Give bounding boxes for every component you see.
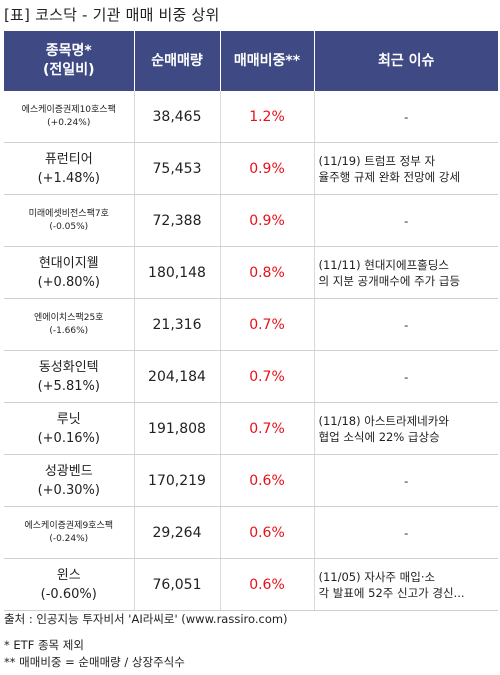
stock-change: (+0.30%) bbox=[37, 482, 100, 498]
stock-change: (+1.48%) bbox=[37, 170, 100, 186]
recent-issue-line1: (11/11) 현대지에프홀딩스 bbox=[318, 257, 449, 272]
trade-ratio: 0.6% bbox=[220, 454, 315, 507]
recent-issue-line1: - bbox=[404, 473, 409, 488]
table-row: 루닛 (+0.16%) 191,808 0.7% (11/18) 아스트라제네카와 협업 … bbox=[4, 402, 498, 455]
table-title: [표] 코스닥 - 기관 매매 비중 상위 bbox=[4, 6, 220, 24]
recent-issue: - bbox=[314, 506, 498, 559]
stock-name[interactable]: 미래에셋비전스팩7호 bbox=[28, 208, 109, 219]
source-note: 출처 : 인공지능 투자비서 'AI라씨로' (www.rassiro.com) bbox=[4, 612, 288, 626]
stock-change: (-0.60%) bbox=[40, 586, 97, 602]
net-volume: 76,051 bbox=[134, 558, 221, 611]
stock-name[interactable]: 엔에이치스팩25호 bbox=[34, 312, 104, 323]
stock-cell: 성광벤드 (+0.30%) bbox=[4, 454, 135, 507]
stock-name[interactable]: 에스케이증권제9호스팩 bbox=[24, 520, 114, 531]
stock-change: (-0.24%) bbox=[49, 533, 89, 544]
recent-issue: - bbox=[314, 298, 498, 351]
stock-change: (+0.16%) bbox=[37, 430, 100, 446]
header-net-volume: 순매매량 bbox=[134, 31, 221, 91]
recent-issue: (11/18) 아스트라제네카와 협업 소식에 22% 급상승 bbox=[314, 402, 498, 455]
trade-ratio: 0.9% bbox=[220, 194, 315, 247]
table-row: 윈스 (-0.60%) 76,051 0.6% (11/05) 자사주 매입·소 각 발표… bbox=[4, 558, 498, 611]
net-volume: 29,264 bbox=[134, 506, 221, 559]
trade-ratio: 0.7% bbox=[220, 298, 315, 351]
stock-name[interactable]: 현대이지웰 bbox=[38, 255, 99, 271]
stock-cell: 엔에이치스팩25호 (-1.66%) bbox=[4, 298, 135, 351]
institution-trading-table: 종목명* (전일비) 순매매량 매매비중** 최근 이슈 에스케이증권제10호스… bbox=[4, 31, 498, 611]
recent-issue-line2: 각 발표에 52주 신고가 경신... bbox=[318, 585, 465, 600]
table-row: 현대이지웰 (+0.80%) 180,148 0.8% (11/11) 현대지에프홀딩스… bbox=[4, 246, 498, 299]
recent-issue-line1: (11/18) 아스트라제네카와 bbox=[318, 413, 449, 428]
net-volume: 21,316 bbox=[134, 298, 221, 351]
stock-change: (+0.80%) bbox=[37, 274, 100, 290]
stock-name[interactable]: 에스케이증권제10호스팩 bbox=[21, 104, 116, 115]
table-row: 미래에셋비전스팩7호 (-0.05%) 72,388 0.9% - bbox=[4, 194, 498, 247]
stock-cell: 현대이지웰 (+0.80%) bbox=[4, 246, 135, 299]
table-row: 동성화인텍 (+5.81%) 204,184 0.7% - bbox=[4, 350, 498, 403]
net-volume: 191,808 bbox=[134, 402, 221, 455]
stock-change: (+5.81%) bbox=[37, 378, 100, 394]
header-stock-name: 종목명* (전일비) bbox=[4, 31, 135, 91]
table-header-row: 종목명* (전일비) 순매매량 매매비중** 최근 이슈 bbox=[4, 31, 498, 91]
net-volume: 75,453 bbox=[134, 142, 221, 195]
recent-issue-line1: (11/05) 자사주 매입·소 bbox=[318, 569, 436, 584]
header-stock-name-line1: 종목명* bbox=[45, 43, 92, 59]
stock-change: (-0.05%) bbox=[49, 221, 89, 232]
net-volume: 72,388 bbox=[134, 194, 221, 247]
stock-name[interactable]: 퓨런티어 bbox=[44, 151, 93, 167]
recent-issue-line1: - bbox=[404, 109, 409, 124]
header-recent-issue: 최근 이슈 bbox=[314, 31, 498, 91]
stock-cell: 동성화인텍 (+5.81%) bbox=[4, 350, 135, 403]
recent-issue: - bbox=[314, 194, 498, 247]
stock-name[interactable]: 동성화인텍 bbox=[38, 359, 99, 375]
table-row: 성광벤드 (+0.30%) 170,219 0.6% - bbox=[4, 454, 498, 507]
recent-issue-line2: 율주행 규제 완화 전망에 강세 bbox=[318, 169, 461, 184]
recent-issue: (11/19) 트럼프 정부 자 율주행 규제 완화 전망에 강세 bbox=[314, 142, 498, 195]
header-stock-name-line2: (전일비) bbox=[43, 62, 95, 78]
stock-cell: 에스케이증권제9호스팩 (-0.24%) bbox=[4, 506, 135, 559]
trade-ratio: 0.7% bbox=[220, 350, 315, 403]
stock-change: (-1.66%) bbox=[49, 325, 89, 336]
stock-change: (+0.24%) bbox=[47, 117, 91, 128]
table-row: 퓨런티어 (+1.48%) 75,453 0.9% (11/19) 트럼프 정부 자 율주… bbox=[4, 142, 498, 195]
net-volume: 204,184 bbox=[134, 350, 221, 403]
recent-issue: - bbox=[314, 91, 498, 143]
footnote-ratio: ** 매매비중 = 순매매량 / 상장주식수 bbox=[4, 655, 185, 669]
recent-issue: (11/11) 현대지에프홀딩스 의 지분 공개매수에 주가 급등 bbox=[314, 246, 498, 299]
recent-issue: (11/05) 자사주 매입·소 각 발표에 52주 신고가 경신... bbox=[314, 558, 498, 611]
stock-cell: 루닛 (+0.16%) bbox=[4, 402, 135, 455]
trade-ratio: 0.8% bbox=[220, 246, 315, 299]
table-row: 에스케이증권제9호스팩 (-0.24%) 29,264 0.6% - bbox=[4, 506, 498, 559]
trade-ratio: 0.6% bbox=[220, 558, 315, 611]
stock-cell: 윈스 (-0.60%) bbox=[4, 558, 135, 611]
footnote-etf: * ETF 종목 제외 bbox=[4, 638, 84, 652]
stock-cell: 퓨런티어 (+1.48%) bbox=[4, 142, 135, 195]
header-trade-ratio: 매매비중** bbox=[220, 31, 315, 91]
recent-issue-line1: - bbox=[404, 369, 409, 384]
trade-ratio: 0.6% bbox=[220, 506, 315, 559]
net-volume: 38,465 bbox=[134, 91, 221, 143]
table-row: 에스케이증권제10호스팩 (+0.24%) 38,465 1.2% - bbox=[4, 91, 498, 143]
stock-name[interactable]: 성광벤드 bbox=[44, 463, 93, 479]
recent-issue: - bbox=[314, 350, 498, 403]
recent-issue-line1: - bbox=[404, 317, 409, 332]
trade-ratio: 1.2% bbox=[220, 91, 315, 143]
stock-cell: 미래에셋비전스팩7호 (-0.05%) bbox=[4, 194, 135, 247]
recent-issue-line1: (11/19) 트럼프 정부 자 bbox=[318, 153, 436, 168]
table-row: 엔에이치스팩25호 (-1.66%) 21,316 0.7% - bbox=[4, 298, 498, 351]
stock-name[interactable]: 루닛 bbox=[56, 411, 81, 427]
recent-issue: - bbox=[314, 454, 498, 507]
stock-cell: 에스케이증권제10호스팩 (+0.24%) bbox=[4, 91, 135, 143]
net-volume: 180,148 bbox=[134, 246, 221, 299]
recent-issue-line1: - bbox=[404, 525, 409, 540]
recent-issue-line1: - bbox=[404, 213, 409, 228]
trade-ratio: 0.9% bbox=[220, 142, 315, 195]
recent-issue-line2: 의 지분 공개매수에 주가 급등 bbox=[318, 273, 461, 288]
recent-issue-line2: 협업 소식에 22% 급상승 bbox=[318, 429, 440, 444]
stock-name[interactable]: 윈스 bbox=[56, 567, 81, 583]
net-volume: 170,219 bbox=[134, 454, 221, 507]
trade-ratio: 0.7% bbox=[220, 402, 315, 455]
